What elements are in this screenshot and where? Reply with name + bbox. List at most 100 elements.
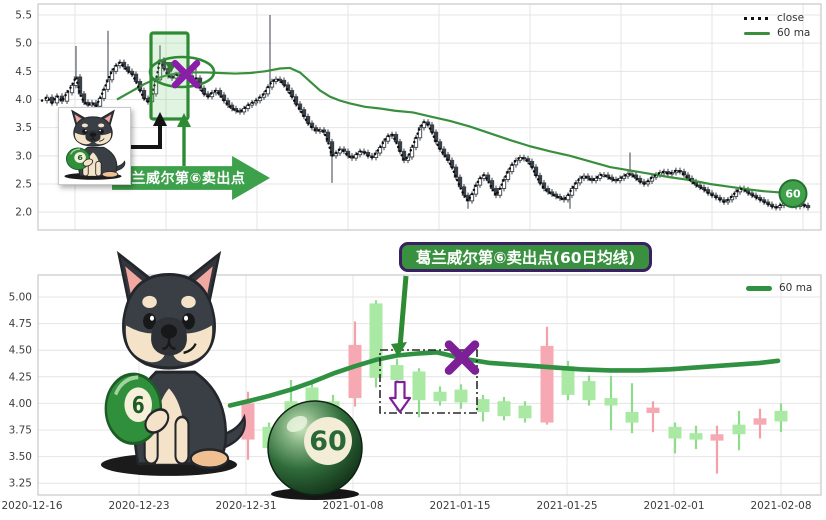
candle-body: [518, 405, 532, 419]
y-tick-label: 3.5: [15, 122, 32, 134]
green-up-arrowhead-icon: [177, 113, 191, 127]
candle-body: [241, 403, 255, 440]
candle-body: [461, 186, 467, 196]
x-tick-label: 2020-12-16: [1, 500, 62, 512]
y-tick-label: 3.50: [9, 451, 32, 463]
y-tick-label: 5.5: [15, 10, 32, 22]
candle-body: [305, 387, 319, 402]
candle-body: [710, 434, 724, 441]
candle-body: [540, 345, 554, 423]
legend-top: close 60 ma: [744, 12, 810, 39]
bottom-panel-border: [37, 274, 822, 496]
annotation-arrowhead-icon: [391, 342, 407, 357]
candle-body: [513, 159, 519, 166]
y-tick-label: 2.5: [15, 178, 32, 190]
candle-body: [125, 66, 131, 72]
x-tick-label: 2021-02-01: [643, 500, 704, 512]
top-ma-line: [116, 66, 796, 195]
legend-bottom-ma-label: 60 ma: [779, 282, 813, 294]
black-bent-arrow: [128, 124, 162, 149]
hollow-down-arrow: [388, 380, 412, 414]
y-tick-label: 4.25: [9, 371, 32, 383]
close-line-swatch-icon: [744, 16, 770, 20]
black-arrowhead-icon: [153, 112, 167, 126]
billiard-ball-60: 60: [267, 400, 363, 500]
dashdot-rect: [379, 349, 478, 414]
candle-body: [489, 180, 495, 189]
top-series: [40, 15, 811, 211]
sell-x-marker-top: [171, 59, 201, 89]
candle-body: [281, 79, 287, 86]
late-annotations: [379, 275, 480, 414]
dog-photo-box: [58, 107, 131, 185]
candle-body: [805, 204, 811, 209]
x-tick-label: 2021-01-08: [322, 500, 383, 512]
y-tick-label: 3.0: [15, 150, 32, 162]
candle-body: [582, 381, 596, 401]
banner-label: 葛兰威尔第⑥卖出点: [117, 171, 246, 187]
candle-body: [646, 407, 660, 413]
candle-body: [561, 366, 575, 395]
annotation-title: 葛兰威尔第⑥卖出点(60日均线): [415, 249, 636, 267]
legend-bottom[interactable]: 60 ma: [746, 282, 812, 294]
dog-photo-icon: [59, 108, 127, 181]
y-tick-label: 3.75: [9, 425, 32, 437]
candle-body: [604, 398, 618, 406]
candle-body: [668, 426, 682, 439]
gridlines: [37, 3, 822, 496]
top-panel-border: [37, 3, 822, 231]
y-tick-label: 4.50: [9, 345, 32, 357]
candle-body: [69, 84, 75, 94]
legend-item-60ma[interactable]: 60 ma: [744, 27, 810, 39]
legend-close-label: close: [777, 12, 805, 24]
annotation-title-box: 葛兰威尔第⑥卖出点(60日均线): [399, 242, 652, 272]
candle-body: [753, 418, 767, 425]
y-tick-label: 5.0: [15, 38, 32, 50]
y-tick-label: 5.00: [9, 292, 32, 304]
y-tick-label: 4.00: [9, 398, 32, 410]
ball-60-label: 60: [309, 426, 347, 457]
y-tick-label: 4.5: [15, 66, 32, 78]
ma-line-swatch-icon: [744, 31, 770, 35]
candle-body: [497, 401, 511, 417]
candle-body: [774, 410, 788, 422]
candle-body: [64, 92, 70, 102]
candle-body: [541, 182, 547, 189]
candle-body: [412, 371, 426, 401]
x-tick-label: 2021-01-15: [429, 500, 490, 512]
candle-body: [369, 303, 383, 378]
candle-body: [457, 176, 463, 188]
candle-body: [454, 389, 468, 403]
candle-body: [325, 131, 331, 143]
legend-item-close[interactable]: close: [744, 12, 810, 24]
candle-body: [109, 70, 115, 81]
y-tick-label: 2.0: [15, 207, 32, 219]
candle-body: [390, 365, 404, 380]
ma-endpoint-ball-label: 60: [785, 188, 801, 201]
x-tick-label: 2021-02-08: [750, 500, 811, 512]
candle-body: [381, 140, 387, 148]
y-tick-label: 4.75: [9, 318, 32, 330]
y-tick-label: 4.0: [15, 94, 32, 106]
candle-body: [348, 344, 362, 399]
axis-labels: 5.5 5.0 4.5 4.0 3.5 3.0 2.5 2.0 5.00 4.75 4.50 4.25…: [1, 10, 811, 513]
x-tick-label: 2021-01-25: [536, 500, 597, 512]
candle-body: [373, 152, 379, 158]
legend-ma-label: 60 ma: [777, 27, 811, 39]
candle-body: [409, 146, 415, 158]
candle-body: [329, 141, 335, 157]
candle-body: [77, 76, 83, 95]
candle-body: [433, 391, 447, 402]
annotation-arrow: [397, 275, 409, 348]
highlight-ellipse: [148, 55, 216, 89]
sell-x-marker-bottom: [444, 340, 480, 375]
top-close-line: [40, 56, 810, 209]
candle-body: [353, 154, 359, 159]
candle-body: [732, 424, 746, 435]
candle-body: [297, 103, 303, 111]
x-tick-label: 2020-12-23: [108, 500, 169, 512]
candle-body: [633, 174, 639, 179]
dog-illustration: [101, 254, 245, 476]
